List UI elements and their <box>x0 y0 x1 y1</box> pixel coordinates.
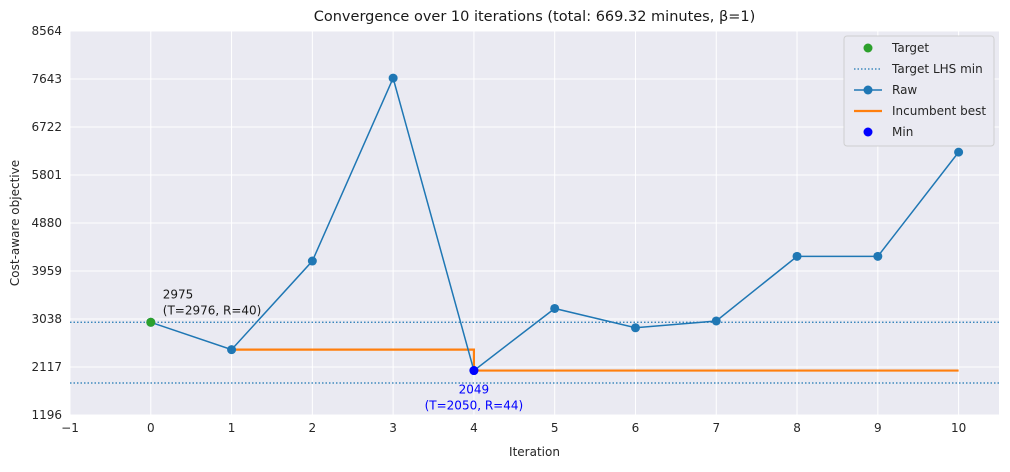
target-annotation-detail: (T=2976, R=40) <box>163 303 262 317</box>
y-tick-label: 7643 <box>31 72 62 86</box>
x-tick-labels: −1 0 1 2 3 4 5 6 7 8 9 10 <box>61 421 966 435</box>
chart-title: Convergence over 10 iterations (total: 6… <box>314 9 756 25</box>
legend-label-target-lhs-min: Target LHS min <box>891 62 983 76</box>
x-tick-label: 2 <box>309 421 317 435</box>
raw-point <box>307 256 317 266</box>
legend: Target Target LHS min Raw Incumbent best… <box>843 35 995 147</box>
y-tick-label: 3038 <box>31 312 62 326</box>
legend-marker-target <box>863 43 873 53</box>
legend-box <box>843 35 995 147</box>
raw-point <box>227 345 237 355</box>
legend-marker-raw <box>863 85 873 95</box>
legend-label-target: Target <box>891 41 929 55</box>
raw-point <box>630 323 640 333</box>
x-tick-label: 7 <box>712 421 720 435</box>
legend-label-raw: Raw <box>892 83 917 97</box>
target-lines <box>70 321 999 384</box>
raw-point <box>711 316 721 326</box>
y-tick-label: 5801 <box>31 168 62 182</box>
y-tick-label: 8564 <box>31 24 62 38</box>
annotation-layer: 2975 (T=2976, R=40) 2049 (T=2050, R=44) <box>163 287 523 412</box>
marker-layer <box>146 73 964 376</box>
target-annotation-value: 2975 <box>163 287 194 301</box>
raw-point <box>873 251 883 261</box>
incumbent-best-line <box>231 348 959 372</box>
x-tick-label: 8 <box>793 421 801 435</box>
x-tick-label: 5 <box>551 421 559 435</box>
y-tick-label: 3959 <box>31 264 62 278</box>
y-tick-label: 2117 <box>31 360 62 374</box>
x-tick-label: 4 <box>470 421 478 435</box>
x-tick-label: 6 <box>632 421 640 435</box>
legend-label-incumbent-best: Incumbent best <box>892 104 986 118</box>
min-point <box>469 366 479 376</box>
raw-point <box>550 303 560 313</box>
y-tick-labels: 1196 2117 3038 3959 4880 5801 6722 7643 8564 <box>31 24 62 422</box>
min-annotation-detail: (T=2050, R=44) <box>425 399 524 413</box>
min-annotation-value: 2049 <box>459 383 490 397</box>
x-tick-label: −1 <box>61 421 79 435</box>
x-axis-label: Iteration <box>509 445 560 459</box>
x-tick-label: 3 <box>389 421 397 435</box>
x-tick-label: 1 <box>228 421 236 435</box>
y-tick-label: 1196 <box>31 408 62 422</box>
legend-label-min: Min <box>892 125 913 139</box>
x-tick-label: 0 <box>147 421 155 435</box>
y-tick-label: 6722 <box>31 120 62 134</box>
x-tick-label: 10 <box>951 421 966 435</box>
raw-point <box>792 251 802 261</box>
x-tick-label: 9 <box>874 421 882 435</box>
y-axis-label: Cost-aware objective <box>8 160 22 286</box>
legend-marker-min <box>863 127 873 137</box>
raw-point <box>388 73 398 83</box>
target-point <box>146 317 156 327</box>
raw-point <box>954 147 964 157</box>
y-tick-label: 4880 <box>31 216 62 230</box>
